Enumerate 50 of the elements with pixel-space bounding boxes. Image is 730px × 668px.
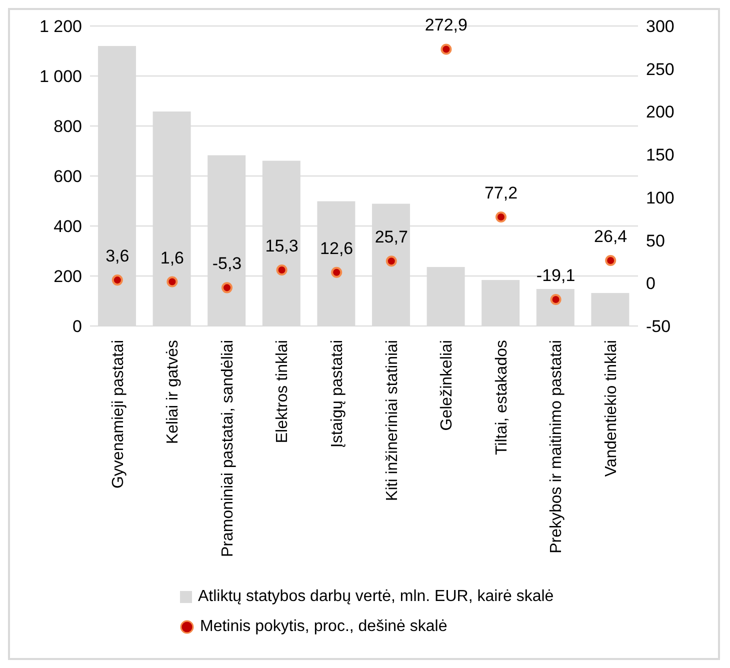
data-label: -19,1 xyxy=(536,266,576,285)
y2-tick-label: -50 xyxy=(646,317,671,336)
y2-tick-label: 150 xyxy=(646,146,674,165)
point xyxy=(386,256,397,267)
data-label: 12,6 xyxy=(320,238,354,258)
y-tick-label: 1 200 xyxy=(39,17,82,36)
y2-tick-label: 300 xyxy=(646,17,674,36)
point xyxy=(112,274,123,286)
x-tick-label: Vandentiekio tinklai xyxy=(602,340,620,477)
y-tick-label: 0 xyxy=(72,317,82,336)
point xyxy=(550,294,562,306)
x-tick-label: Prekybos ir maitinimo pastatai xyxy=(548,340,566,554)
bar xyxy=(536,289,574,326)
y2-tick-label: 0 xyxy=(646,274,656,294)
data-label: 77,2 xyxy=(484,183,518,202)
point xyxy=(166,276,178,288)
bar xyxy=(482,280,520,326)
y2-tick-label: 100 xyxy=(646,188,674,208)
data-label: 25,7 xyxy=(374,228,408,247)
y2-tick-label: 50 xyxy=(646,231,665,250)
x-tick-label: Kiti inžineriniai statiniai xyxy=(384,340,401,501)
point xyxy=(605,255,616,266)
data-label: 272,9 xyxy=(424,16,468,35)
point xyxy=(495,211,507,222)
bar xyxy=(591,293,630,326)
point xyxy=(331,266,342,278)
x-tick-label: Gyvenamieji pastatai xyxy=(110,340,127,489)
y-tick-label: 200 xyxy=(54,267,82,286)
data-label: 15,3 xyxy=(265,236,298,256)
data-label: 26,4 xyxy=(594,227,628,246)
x-tick-label: Įstaigų pastatai xyxy=(328,340,346,448)
point xyxy=(440,44,452,55)
x-tick-label: Keliai ir gatvės xyxy=(164,340,182,444)
point xyxy=(221,282,233,294)
legend-label: Atliktų statybos darbų vertė, mln. EUR, kairė skalė xyxy=(198,587,554,607)
y-tick-label: 400 xyxy=(54,217,82,236)
data-label: -5,3 xyxy=(212,254,242,274)
y2-tick-label: 250 xyxy=(646,60,674,79)
y-tick-label: 1 000 xyxy=(39,67,82,86)
data-label: 3,6 xyxy=(106,246,130,266)
x-tick-label: Geležinkeliai xyxy=(438,340,456,431)
y-tick-label: 600 xyxy=(54,167,82,186)
y2-tick-label: 200 xyxy=(646,102,674,122)
y-tick-label: 800 xyxy=(54,117,82,136)
x-tick-label: Tiltai, estakados xyxy=(493,340,510,456)
x-tick-label: Pramoniniai pastatai, sandėliai xyxy=(219,340,236,558)
data-label: 1,6 xyxy=(160,248,184,268)
x-tick-label: Elektros tinklai xyxy=(274,340,292,444)
legend-label: Metinis pokytis, proc., dešinė skalė xyxy=(200,617,448,637)
point xyxy=(276,264,288,276)
